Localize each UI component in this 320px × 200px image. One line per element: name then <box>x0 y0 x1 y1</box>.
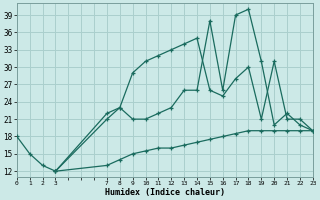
X-axis label: Humidex (Indice chaleur): Humidex (Indice chaleur) <box>105 188 225 197</box>
